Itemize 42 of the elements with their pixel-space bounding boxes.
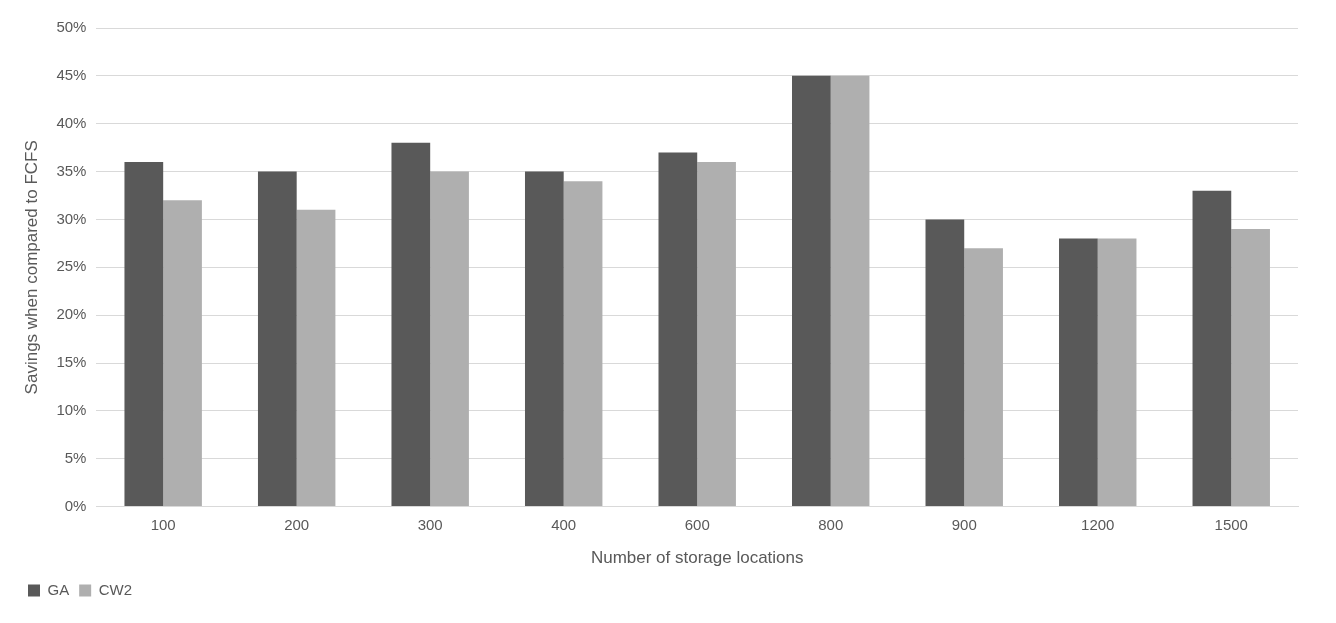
y-tick-label: 30% — [56, 209, 87, 227]
bar — [1059, 238, 1098, 507]
bar — [524, 171, 564, 507]
bar — [658, 152, 698, 507]
y-tick-label: 10% — [56, 401, 87, 419]
bar — [925, 219, 965, 507]
y-tick-label: 50% — [56, 18, 87, 36]
bar — [1231, 229, 1270, 507]
bar — [257, 171, 297, 507]
x-axis-title: Number of storage locations — [590, 548, 804, 568]
x-tick-label: 400 — [551, 515, 577, 533]
y-tick-label: 25% — [56, 257, 87, 275]
y-tick-label: 45% — [56, 66, 87, 83]
x-tick-label: 900 — [951, 515, 977, 533]
legend-label: GA — [47, 580, 70, 598]
y-tick-label: 40% — [56, 113, 87, 131]
x-tick-label: 800 — [818, 515, 844, 533]
y-tick-label: 35% — [56, 161, 87, 179]
legend-label: CW2 — [98, 580, 133, 598]
y-axis-title: Savings when compared to FCFS — [21, 140, 41, 395]
bar — [563, 181, 603, 507]
x-tick-label: 1500 — [1214, 515, 1248, 533]
y-tick-label: 15% — [56, 353, 87, 371]
bar — [1192, 190, 1232, 507]
bar — [430, 171, 469, 507]
y-tick-label: 5% — [64, 448, 87, 466]
x-tick-label: 300 — [417, 515, 443, 533]
x-tick-label: 100 — [150, 515, 176, 533]
bar — [296, 209, 336, 507]
y-tick-label: 0% — [64, 496, 87, 514]
bar — [1097, 238, 1137, 507]
bar — [163, 200, 202, 507]
bar — [697, 162, 736, 507]
bar — [964, 248, 1003, 507]
bar — [124, 162, 164, 507]
bar — [830, 75, 870, 507]
y-tick-label: 20% — [56, 305, 87, 323]
x-tick-label: 1200 — [1081, 515, 1115, 533]
x-tick-label: 600 — [684, 515, 710, 533]
bar — [792, 75, 831, 507]
bar — [391, 142, 431, 507]
x-tick-label: 200 — [284, 515, 310, 533]
